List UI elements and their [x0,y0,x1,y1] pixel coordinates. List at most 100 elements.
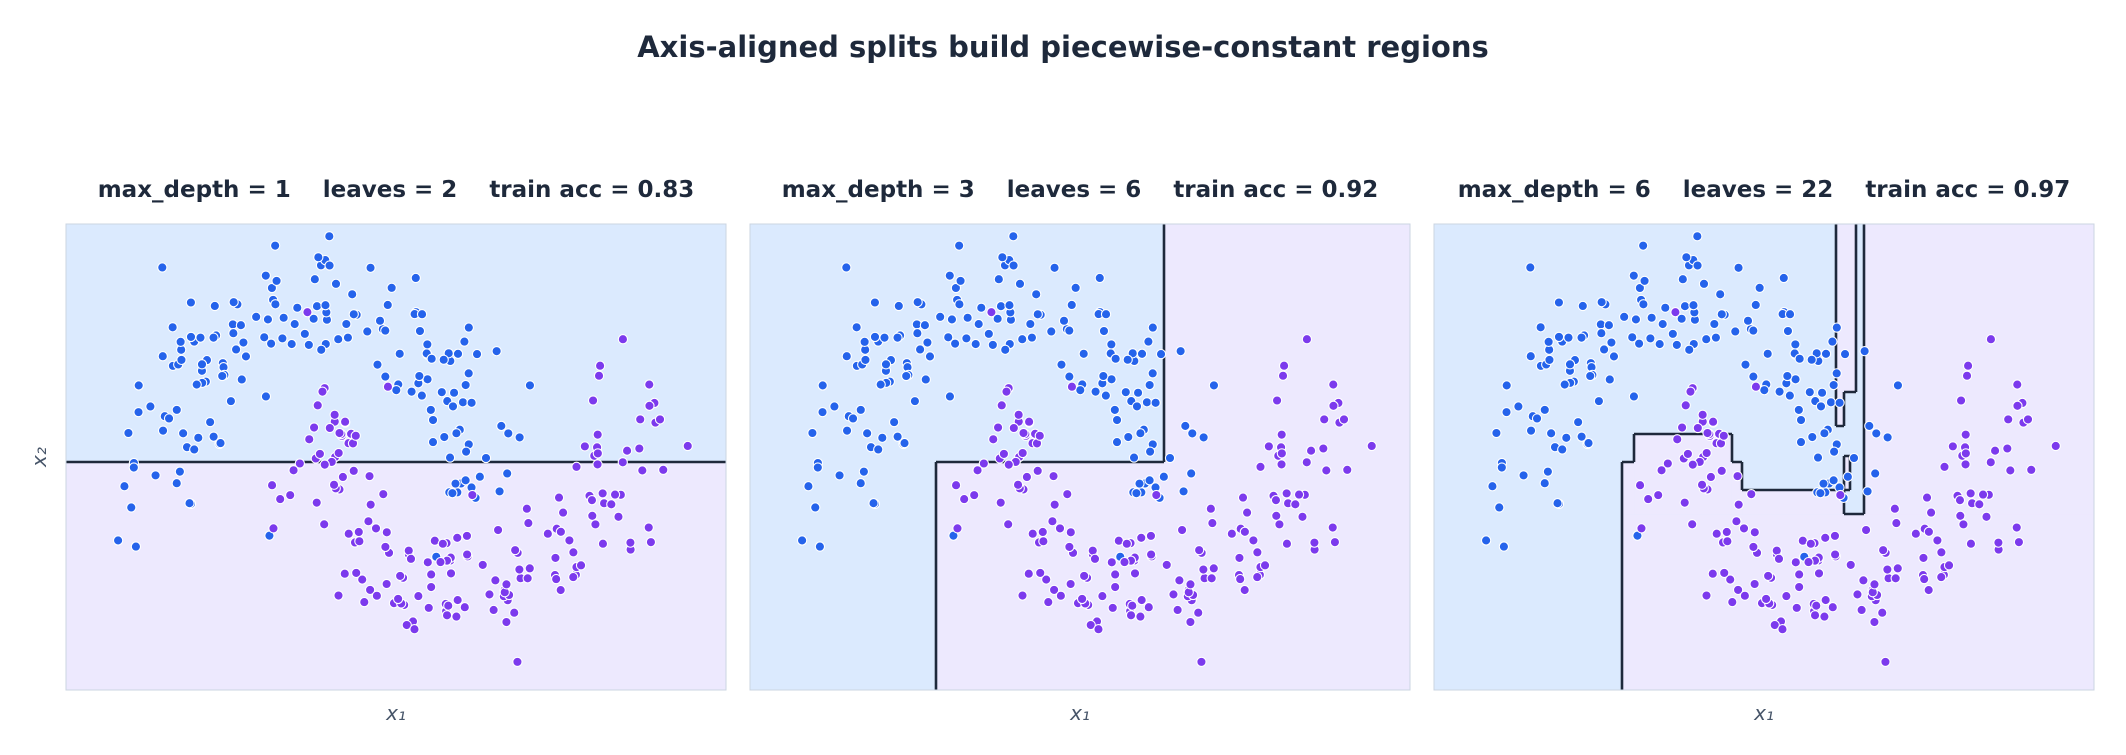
data-point-class-b [461,530,473,542]
data-point-class-a [460,475,471,486]
data-point-class-a [1031,289,1042,300]
data-point-class-b [1321,465,1332,476]
data-point-class-a [858,466,870,477]
data-point-class-b [597,488,608,499]
data-point-class-a [855,478,866,489]
data-point-class-b [294,458,305,469]
data-point-class-a [299,328,310,340]
data-point-class-b [1041,574,1052,585]
data-point-class-a [855,404,866,416]
decision-region-class-b [1836,224,1848,392]
data-point-class-b [1803,556,1814,568]
plot-frame [749,223,1411,691]
data-point-class-b [1176,524,1188,536]
data-point-class-b [564,535,575,546]
data-point-class-a [1132,387,1144,398]
data-point-class-b [1636,523,1647,534]
data-point-class-a [1577,300,1588,312]
data-point-class-b [1239,526,1251,537]
data-point-class-a [1825,397,1837,408]
data-point-class-b [1301,457,1312,468]
data-point-class-b [1259,560,1271,571]
data-point-class-a [1070,282,1081,294]
data-point-class-a [901,370,912,382]
data-point-class-b [643,522,654,533]
data-point-class-a [1619,311,1630,323]
data-point-class-a [320,300,331,311]
data-point-class-a [1487,481,1498,492]
data-point-class-b [288,465,299,476]
data-point-class-b [285,489,296,501]
data-point-class-b [1813,568,1825,579]
data-point-class-a [1634,282,1646,294]
data-point-class-a [133,380,144,391]
data-point-class-a [1552,498,1563,509]
data-point-class-b [1327,522,1338,533]
data-point-class-a [1709,318,1720,330]
data-point-class-a [1155,348,1167,360]
data-point-class-a [524,380,536,391]
data-point-class-a [1627,332,1638,343]
data-point-class-a [912,328,923,339]
data-point-class-b [1172,604,1183,616]
data-point-class-a [1583,437,1594,449]
data-point-class-b [1769,619,1780,631]
data-point-class-b [1670,307,1681,318]
data-point-class-b [593,370,605,381]
data-point-class-a [266,282,278,294]
data-point-class-a [195,332,206,343]
data-point-class-a [416,390,428,401]
data-point-class-a [935,311,946,323]
data-point-class-a [1131,488,1142,499]
data-point-class-a [1123,431,1134,443]
data-point-class-b [1043,596,1054,608]
data-point-class-b [1021,471,1033,483]
plot-area [66,224,726,690]
data-point-class-a [1645,333,1656,344]
data-point-class-a [130,541,142,552]
data-point-class-a [365,262,376,273]
data-point-class-a [841,351,852,362]
data-point-class-a [277,333,288,344]
data-point-class-a [1677,274,1688,285]
data-point-class-a [1750,299,1761,311]
data-point-class-b [658,464,669,475]
data-point-class-b [1707,416,1719,427]
data-point-class-a [514,432,525,443]
data-point-class-b [1035,567,1046,579]
data-point-class-b [1135,611,1146,622]
data-point-class-b [1208,563,1219,574]
data-point-class-b [1947,441,1959,452]
data-point-class-a [1049,262,1060,273]
data-point-class-a [444,452,456,463]
data-point-class-b [370,523,382,534]
data-point-class-a [230,344,242,355]
data-point-class-b [1185,616,1196,628]
data-point-class-a [1667,328,1678,340]
data-point-class-a [1654,338,1665,350]
data-point-class-a [1094,272,1105,284]
data-point-class-a [1892,380,1904,391]
data-point-class-b [319,519,330,530]
y-axis-label: x₂ [27,447,51,468]
data-point-class-b [986,307,997,318]
data-point-class-b [1809,610,1821,621]
data-point-class-a [817,380,828,391]
data-point-class-b [1121,538,1132,549]
data-point-class-a [228,296,239,308]
data-point-class-b [1738,523,1750,534]
data-point-class-b [1732,470,1743,482]
data-point-class-b [1125,610,1137,621]
data-point-class-b [350,430,361,441]
data-point-class-b [1129,568,1141,579]
data-point-class-a [1692,260,1703,271]
data-point-class-b [394,570,406,582]
data-point-class-b [380,541,391,553]
data-point-class-a [1143,336,1154,347]
data-point-class-b [1237,492,1249,503]
data-point-class-b [1985,457,1996,468]
data-point-class-a [1046,326,1057,337]
data-point-class-a [943,332,954,343]
data-point-class-b [1805,538,1816,549]
